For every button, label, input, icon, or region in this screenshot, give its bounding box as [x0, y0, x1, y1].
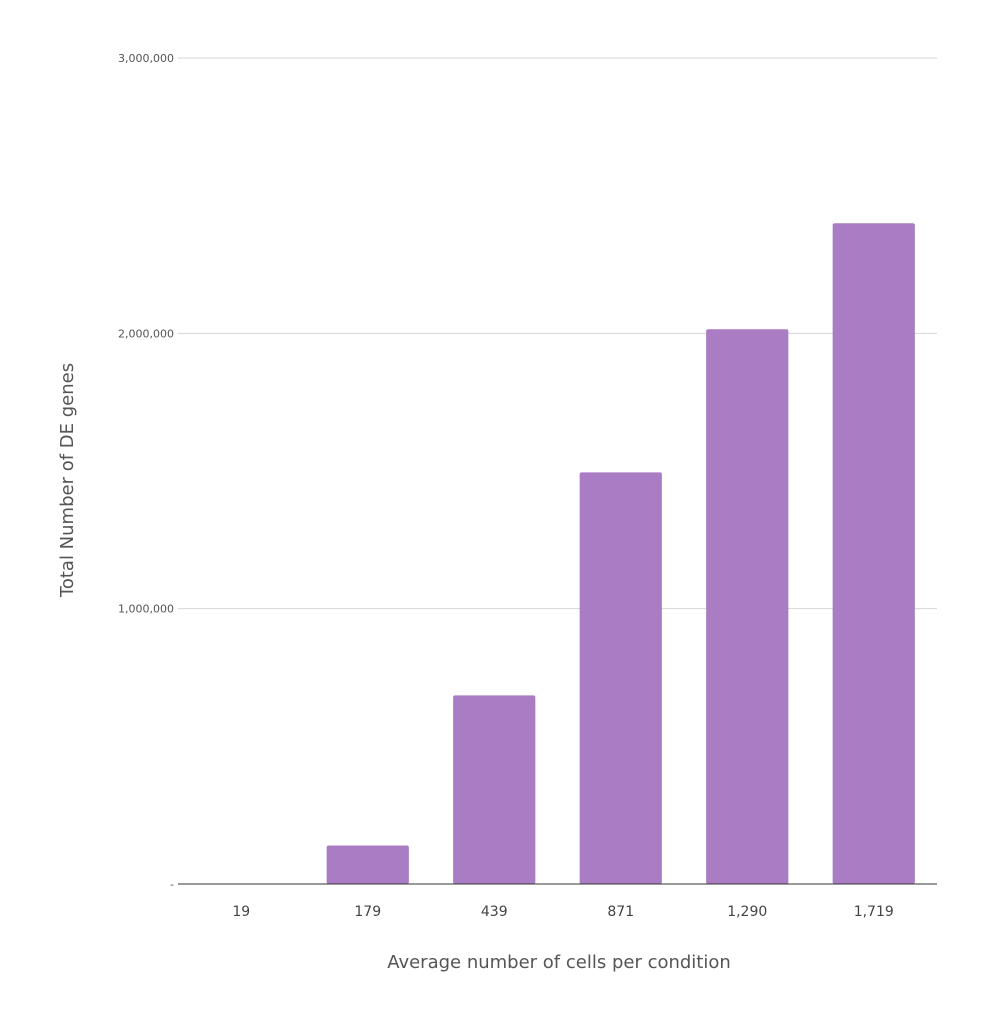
x-tick-label: 1,719: [854, 904, 894, 920]
bar-1290: [706, 329, 789, 884]
x-tick-label: 19: [232, 904, 250, 920]
x-tick-label: 1,290: [727, 904, 767, 920]
bar-179: [326, 845, 409, 884]
x-tick-label: 179: [354, 904, 381, 920]
y-tick-label: 2,000,000: [118, 327, 174, 340]
bar-439: [453, 695, 536, 884]
bars: [326, 223, 915, 884]
bar-871: [579, 472, 662, 884]
y-tick-label: 3,000,000: [118, 52, 174, 65]
y-axis-title: Total Number of DE genes: [57, 363, 78, 598]
x-tick-label: 871: [607, 904, 634, 920]
bar-1719: [832, 223, 915, 884]
y-tick-label: -: [170, 878, 174, 891]
gridlines: [178, 57, 937, 610]
x-axis-ticks: 19 179 439 871 1,290 1,719: [232, 904, 893, 920]
y-axis-ticks: - 1,000,000 2,000,000 3,000,000: [118, 52, 174, 891]
x-axis-title: Average number of cells per condition: [387, 952, 731, 973]
x-tick-label: 439: [481, 904, 508, 920]
y-tick-label: 1,000,000: [118, 603, 174, 616]
